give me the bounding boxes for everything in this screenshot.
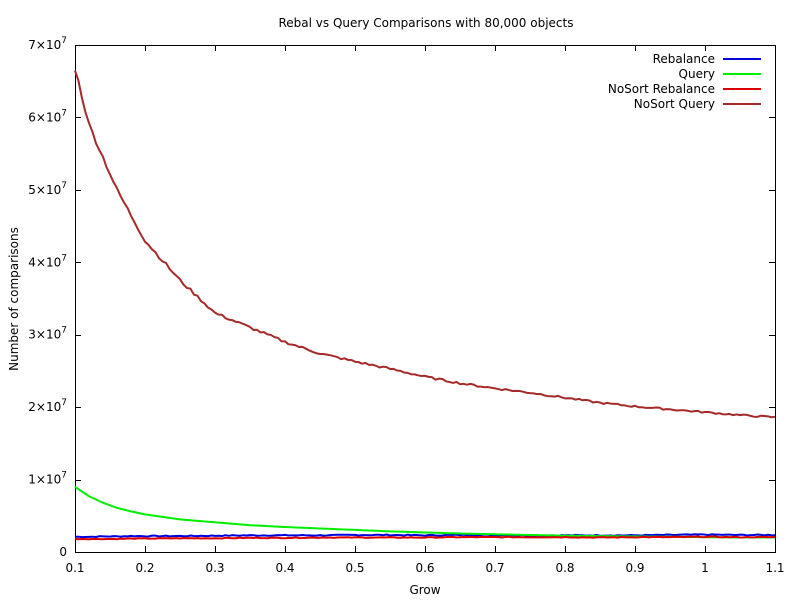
y-tick-exponent: 7 — [61, 181, 67, 191]
y-tick-exponent: 7 — [61, 326, 67, 336]
series-line-nosort-query — [74, 70, 776, 419]
y-tick-mantissa: 0 — [59, 545, 67, 559]
x-tick-label: 0.8 — [555, 561, 574, 575]
legend-label: Rebalance — [653, 52, 715, 66]
x-tick-label: 0.6 — [415, 561, 434, 575]
series-lines — [74, 70, 776, 541]
x-axis-label: Grow — [409, 583, 440, 597]
legend-label: Query — [679, 67, 715, 81]
y-tick-mantissa: 2×10 — [28, 400, 61, 414]
y-tick-mantissa: 5×10 — [28, 183, 61, 197]
y-tick-label: 4×107 — [28, 253, 67, 269]
y-tick-mantissa: 7×10 — [28, 38, 61, 52]
y-tick-label: 7×107 — [28, 36, 67, 52]
x-tick-label: 0.9 — [625, 561, 644, 575]
y-tick-exponent: 7 — [61, 108, 67, 118]
y-tick-mantissa: 1×10 — [28, 473, 61, 487]
y-axis-label: Number of comparisons — [7, 227, 21, 371]
legend-label: NoSort Query — [634, 97, 715, 111]
y-tick-label: 0 — [59, 545, 67, 559]
y-tick-mantissa: 4×10 — [28, 255, 61, 269]
chart-title: Rebal vs Query Comparisons with 80,000 o… — [279, 16, 574, 30]
y-tick-mantissa: 3×10 — [28, 328, 61, 342]
y-tick-label: 6×107 — [28, 108, 67, 124]
y-tick-label: 3×107 — [28, 326, 67, 342]
y-tick-exponent: 7 — [61, 253, 67, 263]
y-tick-mantissa: 6×10 — [28, 110, 61, 124]
y-tick-label: 5×107 — [28, 181, 67, 197]
x-tick-label: 1.1 — [765, 561, 784, 575]
x-axis-ticks: 0.1 0.2 0.3 0.4 0.5 0.6 0.7 0.8 0.9 1 1.1 — [65, 45, 785, 575]
series-line-rebalance — [74, 533, 776, 539]
x-tick-label: 0.3 — [205, 561, 224, 575]
y-tick-exponent: 7 — [61, 471, 67, 481]
y-tick-exponent: 7 — [61, 36, 67, 46]
x-tick-label: 0.5 — [345, 561, 364, 575]
legend-label: NoSort Rebalance — [608, 82, 715, 96]
x-tick-label: 0.7 — [485, 561, 504, 575]
y-tick-exponent: 7 — [61, 398, 67, 408]
y-tick-label: 2×107 — [28, 398, 67, 414]
x-tick-label: 1 — [701, 561, 709, 575]
series-line-nosort-rebalance — [74, 535, 776, 541]
y-tick-label: 1×107 — [28, 471, 67, 487]
plot-frame — [75, 45, 776, 553]
x-tick-label: 0.1 — [65, 561, 84, 575]
x-tick-label: 0.2 — [135, 561, 154, 575]
series-line-query — [74, 485, 775, 539]
x-tick-label: 0.4 — [275, 561, 294, 575]
